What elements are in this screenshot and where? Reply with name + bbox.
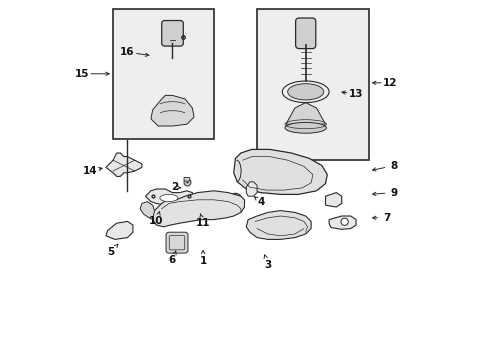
FancyBboxPatch shape (162, 21, 183, 46)
Text: 5: 5 (107, 247, 115, 257)
Circle shape (228, 193, 242, 206)
Polygon shape (152, 191, 244, 227)
Circle shape (340, 218, 347, 225)
Polygon shape (246, 182, 257, 196)
Text: 1: 1 (199, 256, 206, 266)
Text: 12: 12 (382, 78, 397, 88)
Polygon shape (285, 103, 325, 124)
Polygon shape (328, 216, 355, 229)
Polygon shape (233, 149, 326, 194)
Text: 2: 2 (170, 182, 178, 192)
Text: 6: 6 (168, 255, 176, 265)
Polygon shape (145, 189, 194, 207)
Polygon shape (246, 211, 310, 239)
Text: 3: 3 (264, 260, 271, 270)
FancyBboxPatch shape (183, 177, 189, 181)
Text: 8: 8 (389, 161, 397, 171)
Ellipse shape (287, 84, 323, 100)
Polygon shape (325, 193, 341, 207)
Bar (113, 9, 213, 139)
Text: 14: 14 (83, 166, 98, 176)
Text: 13: 13 (348, 89, 363, 99)
Polygon shape (151, 95, 194, 126)
Text: 7: 7 (382, 213, 389, 223)
Bar (257, 9, 368, 160)
Ellipse shape (160, 194, 178, 202)
Text: 15: 15 (74, 69, 89, 79)
Text: 9: 9 (389, 188, 397, 198)
Polygon shape (106, 153, 142, 176)
FancyBboxPatch shape (166, 232, 187, 253)
Text: 10: 10 (149, 216, 163, 226)
Ellipse shape (285, 122, 325, 133)
FancyBboxPatch shape (295, 18, 315, 49)
Polygon shape (140, 202, 154, 220)
Text: 16: 16 (120, 47, 135, 57)
Polygon shape (106, 221, 133, 239)
Text: 4: 4 (257, 197, 264, 207)
Text: 11: 11 (196, 218, 210, 228)
